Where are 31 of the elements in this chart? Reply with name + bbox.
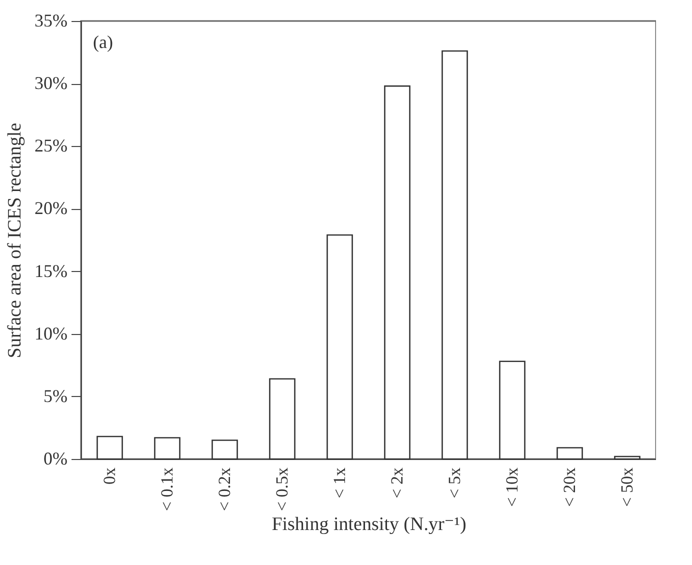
y-tick-label: 15% [34,260,68,281]
x-tick-label: < 20x [560,467,579,507]
bar [384,85,410,460]
bar [154,437,180,460]
x-tick-label: < 50x [617,467,636,507]
bar [614,456,640,460]
bar [212,440,238,460]
x-tick-label: < 2x [387,467,406,498]
y-tick-label: 0% [44,448,68,468]
x-tick-label: < 0.2x [214,467,234,512]
y-tick-label: 5% [44,386,68,406]
bar [269,378,296,460]
bar [499,360,526,460]
y-tick-label: 35% [34,10,68,30]
bar [442,50,468,460]
y-tick-label: 20% [34,198,68,218]
y-tick-label: 10% [34,323,68,344]
y-axis-title: Surface area of ICES rectangle [4,122,26,358]
x-tick-label: < 10x [502,467,522,507]
bar [326,234,353,460]
x-axis-title: Fishing intensity (N.yr⁻¹) [272,514,466,536]
annotation: (a) [93,32,113,52]
x-tick-label: < 5x [444,467,464,498]
bar [556,447,583,460]
y-tick-label: 30% [34,73,68,94]
x-tick-label: 0x [100,467,119,484]
y-tick-label: 25% [34,136,68,156]
x-tick-label: < 1x [330,467,349,498]
bar [96,436,123,460]
x-tick-label: < 0.1x [157,467,176,512]
x-tick-label: < 0.5x [272,467,292,512]
